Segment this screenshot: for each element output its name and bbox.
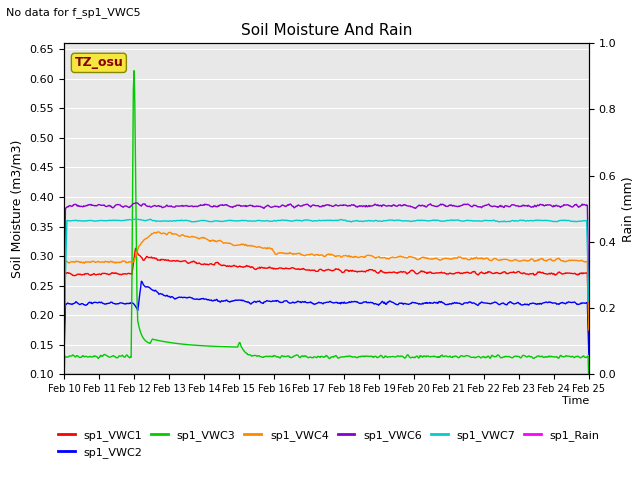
Y-axis label: Rain (mm): Rain (mm) — [622, 176, 635, 241]
Text: TZ_osu: TZ_osu — [74, 56, 124, 70]
Legend: sp1_VWC1, sp1_VWC2, sp1_VWC3, sp1_VWC4, sp1_VWC6, sp1_VWC7, sp1_Rain: sp1_VWC1, sp1_VWC2, sp1_VWC3, sp1_VWC4, … — [54, 426, 604, 462]
Text: No data for f_sp1_VWC5: No data for f_sp1_VWC5 — [6, 7, 141, 18]
Y-axis label: Soil Moisture (m3/m3): Soil Moisture (m3/m3) — [11, 140, 24, 278]
Title: Soil Moisture And Rain: Soil Moisture And Rain — [241, 23, 412, 38]
Text: Time: Time — [561, 396, 589, 406]
